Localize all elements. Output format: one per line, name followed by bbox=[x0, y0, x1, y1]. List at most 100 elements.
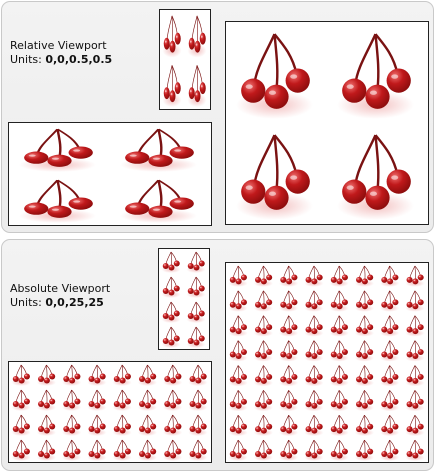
cherry-pair-icon bbox=[236, 134, 313, 220]
cherry-pair-icon bbox=[162, 15, 182, 58]
cherry-pair-icon bbox=[304, 290, 324, 312]
cherry-pair-icon bbox=[380, 290, 400, 312]
cherry-pair-icon bbox=[329, 340, 349, 362]
cherry-pair-icon bbox=[253, 415, 273, 437]
cherry-pair-icon bbox=[279, 390, 299, 412]
cherry-pair-icon bbox=[405, 439, 425, 462]
cherry-pair-icon bbox=[62, 439, 82, 461]
cherry-pair-icon bbox=[405, 315, 425, 337]
cherry-pair-icon bbox=[253, 265, 273, 287]
cherry-pair-icon bbox=[279, 315, 299, 337]
cherry-pair-icon bbox=[304, 340, 324, 362]
cherry-pair-icon bbox=[329, 290, 349, 312]
cherry-pair-icon bbox=[188, 389, 208, 411]
cherry-pair-icon bbox=[279, 290, 299, 312]
cherry-pair-icon bbox=[405, 290, 425, 312]
absolute-wide-tile bbox=[8, 361, 212, 463]
cherry-pair-icon bbox=[329, 390, 349, 412]
cherry-pair-icon bbox=[228, 415, 248, 437]
absolute-viewport-caption: Absolute Viewport Units: 0,0,25,25 bbox=[10, 282, 110, 310]
cherry-pair-icon bbox=[304, 365, 324, 387]
cherry-pair-icon bbox=[354, 340, 374, 362]
cherry-pair-icon bbox=[405, 390, 425, 412]
cherry-pair-icon bbox=[228, 390, 248, 412]
cherry-pair-icon bbox=[405, 365, 425, 387]
cherry-pair-icon bbox=[112, 389, 132, 411]
cherry-pair-icon bbox=[380, 415, 400, 437]
absolute-square-tile bbox=[225, 262, 429, 463]
cherry-pair-icon bbox=[405, 340, 425, 362]
cherry-pair-icon bbox=[161, 326, 181, 348]
cherry-pair-icon bbox=[304, 315, 324, 337]
cherry-pair-icon bbox=[163, 389, 183, 411]
caption-title: Absolute Viewport bbox=[10, 282, 111, 295]
cherry-pair-icon bbox=[112, 414, 132, 436]
cherry-pair-icon bbox=[354, 365, 374, 387]
cherry-pair-icon bbox=[304, 439, 324, 462]
cherry-pair-icon bbox=[304, 415, 324, 437]
cherry-pair-icon bbox=[186, 301, 206, 323]
cherry-pair-icon bbox=[188, 414, 208, 436]
cherry-pair-icon bbox=[120, 128, 197, 172]
cherry-pair-icon bbox=[11, 364, 31, 386]
cherry-pair-icon bbox=[337, 134, 414, 220]
cherry-pair-icon bbox=[163, 364, 183, 386]
relative-tall-pattern bbox=[162, 15, 207, 108]
cherry-pair-icon bbox=[329, 365, 349, 387]
cherry-pair-icon bbox=[380, 340, 400, 362]
cherry-pair-icon bbox=[186, 251, 206, 273]
cherry-pair-icon bbox=[354, 390, 374, 412]
cherry-pair-icon bbox=[137, 439, 157, 461]
cherry-pair-icon bbox=[279, 340, 299, 362]
cherry-pair-icon bbox=[188, 439, 208, 461]
relative-square-tile bbox=[225, 21, 429, 225]
absolute-tall-tile bbox=[158, 248, 210, 350]
cherry-pair-icon bbox=[236, 33, 313, 119]
cherry-pair-icon bbox=[380, 390, 400, 412]
cherry-pair-icon bbox=[304, 265, 324, 287]
cherry-pair-icon bbox=[354, 315, 374, 337]
cherry-pair-icon bbox=[329, 439, 349, 462]
cherry-pair-icon bbox=[253, 315, 273, 337]
cherry-pair-icon bbox=[329, 315, 349, 337]
cherry-pair-icon bbox=[87, 389, 107, 411]
cherry-pair-icon bbox=[163, 414, 183, 436]
cherry-pair-icon bbox=[354, 290, 374, 312]
cherry-pair-icon bbox=[112, 364, 132, 386]
cherry-pair-icon bbox=[186, 326, 206, 348]
cherry-pair-icon bbox=[329, 265, 349, 287]
cherry-pair-icon bbox=[228, 340, 248, 362]
cherry-pair-icon bbox=[36, 364, 56, 386]
cherry-pair-icon bbox=[337, 33, 414, 119]
cherry-pair-icon bbox=[120, 179, 197, 223]
cherry-pair-icon bbox=[380, 265, 400, 287]
cherry-pair-icon bbox=[405, 265, 425, 287]
caption-units: Units: 0,0,25,25 bbox=[10, 296, 104, 309]
cherry-pair-icon bbox=[279, 439, 299, 462]
cherry-pair-icon bbox=[137, 414, 157, 436]
cherry-pair-icon bbox=[405, 415, 425, 437]
cherry-pair-icon bbox=[11, 389, 31, 411]
cherry-pair-icon bbox=[19, 128, 96, 172]
caption-title: Relative Viewport bbox=[10, 39, 107, 52]
relative-wide-pattern bbox=[19, 128, 197, 223]
cherry-pair-icon bbox=[228, 265, 248, 287]
cherry-pair-icon bbox=[162, 65, 182, 108]
cherry-pair-icon bbox=[329, 415, 349, 437]
cherry-pair-icon bbox=[354, 415, 374, 437]
cherry-pair-icon bbox=[304, 390, 324, 412]
cherry-pair-icon bbox=[279, 365, 299, 387]
cherry-pair-icon bbox=[161, 251, 181, 273]
cherry-pair-icon bbox=[11, 414, 31, 436]
cherry-pair-icon bbox=[253, 340, 273, 362]
cherry-pair-icon bbox=[62, 414, 82, 436]
cherry-pair-icon bbox=[188, 364, 208, 386]
cherry-pair-icon bbox=[279, 265, 299, 287]
cherry-pair-icon bbox=[87, 439, 107, 461]
cherry-pair-icon bbox=[112, 439, 132, 461]
cherry-pair-icon bbox=[161, 301, 181, 323]
cherry-pair-icon bbox=[279, 415, 299, 437]
cherry-pair-icon bbox=[380, 365, 400, 387]
cherry-pair-icon bbox=[36, 389, 56, 411]
cherry-pair-icon bbox=[253, 390, 273, 412]
